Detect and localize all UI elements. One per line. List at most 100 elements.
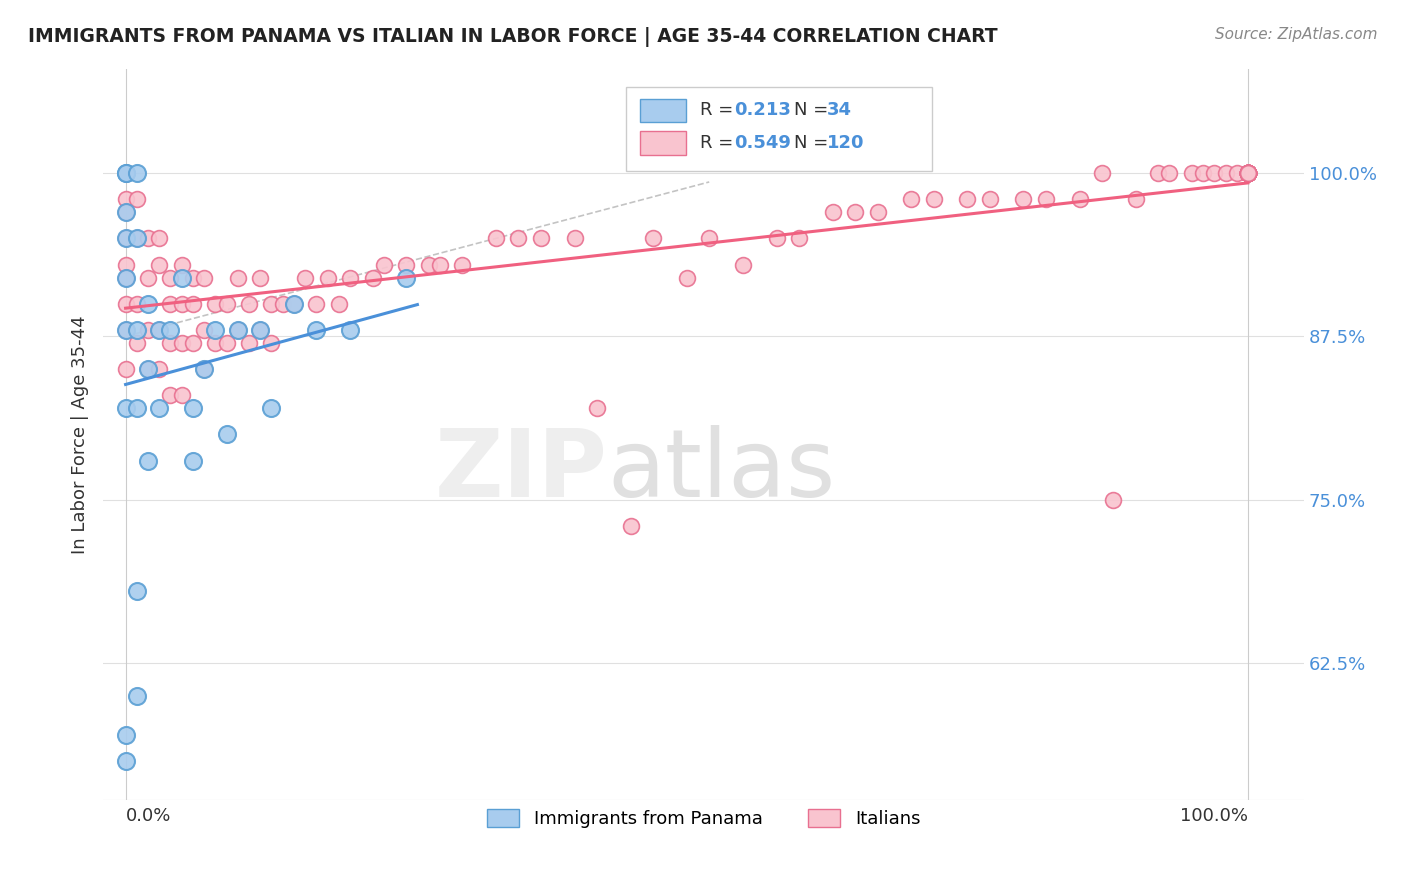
Point [114,231,136,245]
Point [170,296,193,310]
Point [170,335,193,350]
Point [114,192,136,206]
Point [249,323,271,337]
Point [159,270,181,285]
Point [114,754,136,768]
Point [204,335,226,350]
Point [181,296,204,310]
Point [1237,166,1260,180]
Text: R =: R = [700,101,740,120]
Point [114,258,136,272]
Point [136,231,159,245]
Text: 0.0%: 0.0% [125,806,172,825]
Text: N =: N = [793,134,834,153]
Point [1237,166,1260,180]
Point [125,335,148,350]
Point [249,323,271,337]
Point [1237,166,1260,180]
Point [125,166,148,180]
Point [866,205,889,219]
Point [339,323,361,337]
Point [114,205,136,219]
Text: R =: R = [700,134,740,153]
Point [125,689,148,703]
Point [136,296,159,310]
Point [294,270,316,285]
Point [1204,166,1226,180]
FancyBboxPatch shape [640,98,686,122]
Point [429,258,451,272]
Point [530,231,553,245]
Point [395,258,418,272]
Point [249,270,271,285]
Point [114,205,136,219]
Point [305,323,328,337]
Point [305,296,328,310]
Point [787,231,810,245]
Point [114,231,136,245]
Point [1237,166,1260,180]
Point [451,258,474,272]
Point [193,362,215,376]
Point [148,323,170,337]
Point [485,231,508,245]
Point [260,401,283,416]
Point [159,296,181,310]
Point [1237,166,1260,180]
Point [271,296,294,310]
Point [193,323,215,337]
Point [1237,166,1260,180]
Point [114,166,136,180]
Point [900,192,922,206]
FancyBboxPatch shape [626,87,932,171]
Text: ZIP: ZIP [434,425,607,517]
Legend: Immigrants from Panama, Italians: Immigrants from Panama, Italians [479,801,928,835]
Point [125,323,148,337]
Point [114,728,136,742]
Point [170,388,193,402]
Text: 0.213: 0.213 [734,101,790,120]
Point [1237,166,1260,180]
Point [1237,166,1260,180]
Point [125,401,148,416]
FancyBboxPatch shape [640,131,686,155]
Point [114,270,136,285]
Point [193,270,215,285]
Point [148,362,170,376]
Point [1237,166,1260,180]
Point [125,584,148,599]
Point [114,166,136,180]
Point [508,231,530,245]
Point [125,192,148,206]
Point [1237,166,1260,180]
Point [1102,492,1125,507]
Point [159,388,181,402]
Text: Source: ZipAtlas.com: Source: ZipAtlas.com [1215,27,1378,42]
Point [114,323,136,337]
Point [125,231,148,245]
Point [114,296,136,310]
Point [170,270,193,285]
Point [193,362,215,376]
Point [1237,166,1260,180]
Point [586,401,609,416]
Point [1012,192,1035,206]
Point [114,270,136,285]
Point [697,231,720,245]
Point [1237,166,1260,180]
Point [226,323,249,337]
Point [148,323,170,337]
Point [136,323,159,337]
Point [1226,166,1249,180]
Point [1237,166,1260,180]
Point [1237,166,1260,180]
Point [979,192,1001,206]
Text: 34: 34 [827,101,852,120]
Point [361,270,384,285]
Point [148,258,170,272]
Point [395,270,418,285]
Point [215,296,238,310]
Point [136,362,159,376]
Point [260,335,283,350]
Point [731,258,754,272]
